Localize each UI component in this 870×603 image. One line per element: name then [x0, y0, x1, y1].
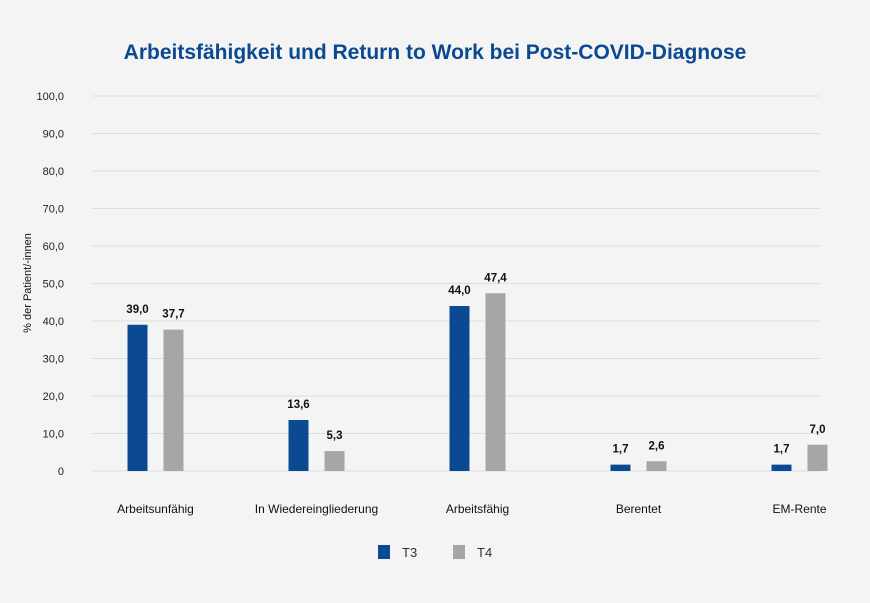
- bar-t3: [771, 464, 792, 471]
- data-label: 37,7: [162, 309, 184, 321]
- bar-t3: [127, 324, 148, 471]
- y-tick-label: 60,0: [43, 241, 64, 253]
- bar-t4: [324, 451, 345, 471]
- y-tick-label: 70,0: [43, 204, 64, 216]
- x-tick-label: Berentet: [616, 502, 662, 516]
- data-label: 13,6: [287, 399, 309, 411]
- x-tick-label: Arbeitsunfähig: [117, 502, 194, 516]
- bar-t4: [646, 461, 667, 471]
- legend-label: T3: [402, 545, 417, 560]
- y-tick-label: 50,0: [43, 279, 64, 291]
- data-label: 44,0: [448, 285, 470, 297]
- data-label: 39,0: [126, 304, 148, 316]
- y-tick-label: 30,0: [43, 354, 64, 366]
- y-tick-label: 90,0: [43, 129, 64, 141]
- bar-t3: [610, 464, 631, 471]
- y-tick-label: 20,0: [43, 391, 64, 403]
- bar-t4: [807, 444, 828, 471]
- legend-label: T4: [477, 545, 492, 560]
- x-axis-ticks: Arbeitsunfähig In Wiedereingliederung Arbe…: [117, 502, 827, 516]
- data-labels: 39,0 37,7 13,6 5,3 44,0 47,4 1,7 2,6 1,7 7,0: [126, 272, 825, 455]
- bar-t4: [485, 293, 506, 471]
- legend-swatch-t4: [453, 545, 465, 559]
- bars: [127, 293, 828, 471]
- data-label: 7,0: [810, 424, 826, 436]
- bar-t3: [449, 306, 470, 471]
- y-tick-label: 40,0: [43, 316, 64, 328]
- x-tick-label: EM-Rente: [772, 502, 826, 516]
- y-tick-label: 10,0: [43, 429, 64, 441]
- data-label: 5,3: [327, 430, 343, 442]
- data-label: 2,6: [649, 440, 665, 452]
- data-label: 1,7: [774, 444, 790, 456]
- legend-swatch-t3: [378, 545, 390, 559]
- x-tick-label: Arbeitsfähig: [446, 502, 509, 516]
- y-tick-label: 80,0: [43, 166, 64, 178]
- y-axis-ticks: 0 10,0 20,0 30,0 40,0 50,0 60,0 70,0 80,0 90,0 100…: [36, 91, 64, 478]
- chart-title: Arbeitsfähigkeit und Return to Work bei …: [124, 41, 747, 64]
- bar-t4: [163, 329, 184, 471]
- y-axis-label: % der Patient/-innen: [22, 233, 34, 333]
- data-label: 1,7: [613, 444, 629, 456]
- data-label: 47,4: [484, 272, 507, 284]
- legend: T3 T4: [378, 545, 492, 560]
- y-tick-label: 100,0: [36, 91, 64, 103]
- y-tick-label: 0: [58, 466, 64, 478]
- bar-t3: [288, 420, 309, 471]
- x-tick-label: In Wiedereingliederung: [255, 502, 378, 516]
